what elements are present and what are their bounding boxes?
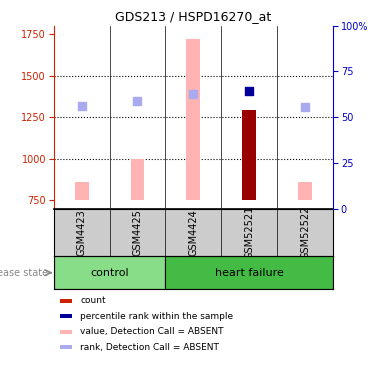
- Text: control: control: [90, 268, 129, 278]
- Text: disease state: disease state: [0, 268, 48, 278]
- Bar: [131, 159, 144, 200]
- Text: GSM4423: GSM4423: [77, 209, 87, 256]
- Bar: [75, 182, 88, 200]
- Text: rank, Detection Call = ABSENT: rank, Detection Call = ABSENT: [80, 343, 219, 352]
- Text: GSM4424: GSM4424: [188, 209, 198, 256]
- Bar: [61, 345, 72, 349]
- Point: [134, 98, 141, 104]
- Bar: [61, 330, 72, 334]
- Point: [79, 103, 85, 109]
- Title: GDS213 / HSPD16270_at: GDS213 / HSPD16270_at: [115, 10, 272, 23]
- Text: GSM52522: GSM52522: [300, 206, 310, 259]
- Text: GSM4425: GSM4425: [133, 209, 142, 256]
- Point: [302, 104, 308, 110]
- Point: [246, 87, 252, 93]
- Text: value, Detection Call = ABSENT: value, Detection Call = ABSENT: [80, 327, 224, 336]
- Point: [190, 91, 196, 97]
- Bar: [54, 256, 165, 289]
- Bar: [61, 299, 72, 303]
- Bar: [298, 182, 312, 200]
- Bar: [187, 39, 200, 200]
- Bar: [242, 111, 256, 200]
- Text: heart failure: heart failure: [215, 268, 284, 278]
- Text: percentile rank within the sample: percentile rank within the sample: [80, 311, 234, 321]
- Bar: [165, 256, 333, 289]
- Text: count: count: [80, 296, 106, 305]
- Bar: [61, 314, 72, 318]
- Text: GSM52521: GSM52521: [244, 206, 254, 259]
